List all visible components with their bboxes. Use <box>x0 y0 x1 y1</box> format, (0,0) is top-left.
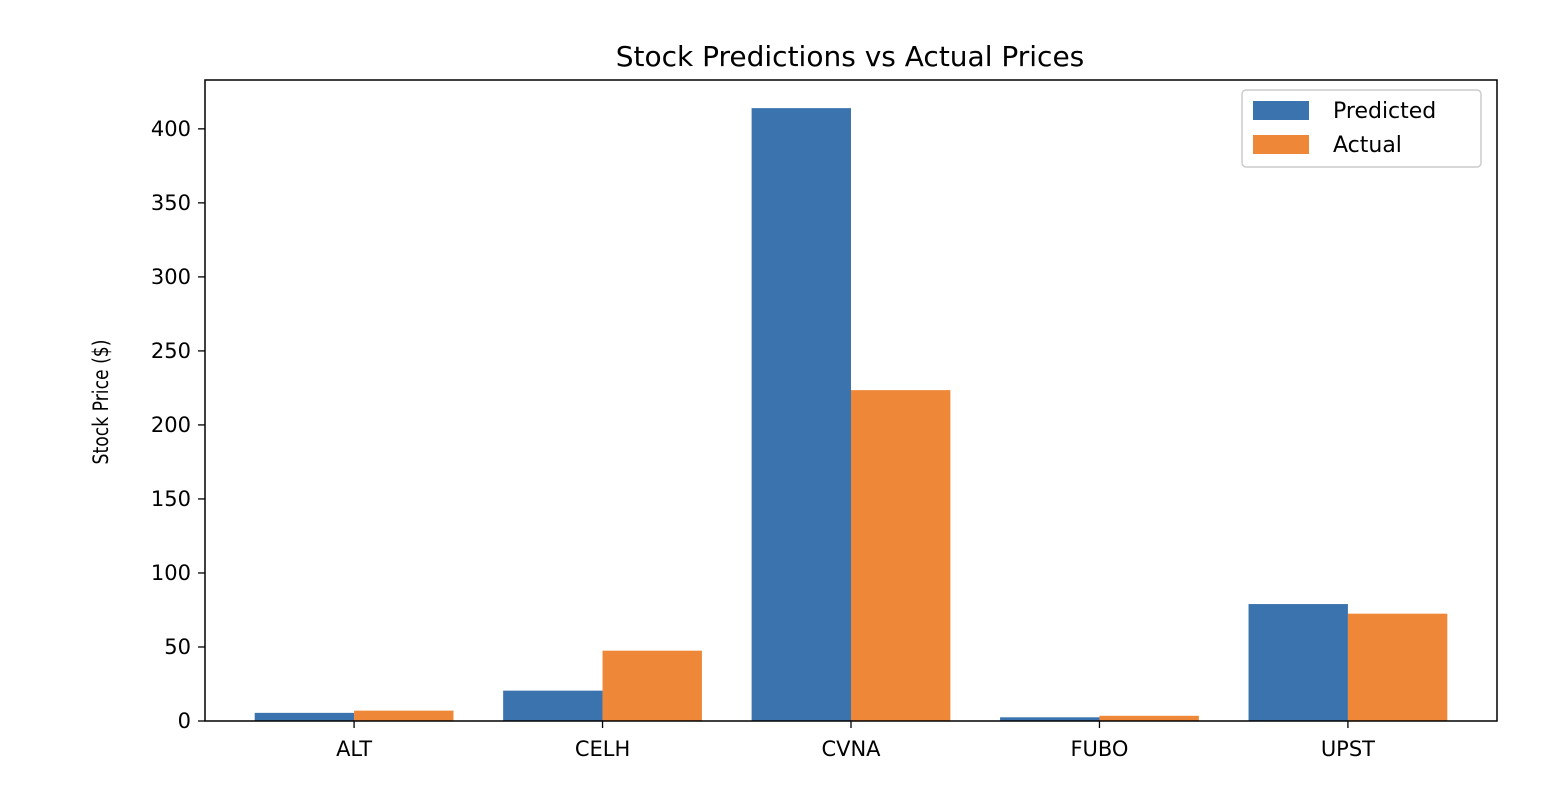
legend-swatch-predicted <box>1253 101 1309 120</box>
y-tick-label: 400 <box>151 117 191 141</box>
x-tick-label: UPST <box>1321 737 1375 761</box>
bar-actual-fubo <box>1099 715 1199 721</box>
bar-predicted-fubo <box>1000 717 1100 721</box>
bar-actual-celh <box>602 650 702 721</box>
x-tick-label: ALT <box>336 737 372 761</box>
y-tick-label: 100 <box>151 561 191 585</box>
bar-actual-upst <box>1347 613 1448 721</box>
y-tick-label: 300 <box>151 265 191 289</box>
bar-predicted-celh <box>503 690 603 721</box>
y-tick-label: 200 <box>151 413 191 437</box>
x-tick-label: CVNA <box>821 737 881 761</box>
y-tick-label: 250 <box>151 339 191 363</box>
chart-title: Stock Predictions vs Actual Prices <box>616 40 1085 73</box>
ticks-layer: ALT CELH CVNA FUBO UPST 0 50 100 150 200 250 300 350… <box>151 117 1375 761</box>
y-axis-label: Stock Price ($) <box>88 340 113 465</box>
bar-predicted-alt <box>254 712 355 721</box>
x-tick-label: CELH <box>575 737 630 761</box>
legend-swatch-actual <box>1253 135 1309 154</box>
bars-layer <box>254 108 1448 722</box>
y-tick-label: 350 <box>151 191 191 215</box>
y-tick-label: 50 <box>164 635 191 659</box>
bar-predicted-cvna <box>751 108 851 722</box>
legend: Predicted Actual <box>1241 89 1482 168</box>
legend-label-predicted: Predicted <box>1333 99 1436 124</box>
bar-actual-alt <box>354 710 454 721</box>
legend-label-actual: Actual <box>1333 133 1402 158</box>
y-tick-label: 150 <box>151 487 191 511</box>
bar-actual-cvna <box>851 390 951 721</box>
bar-predicted-upst <box>1248 604 1348 721</box>
y-tick-label: 0 <box>178 709 191 733</box>
x-tick-label: FUBO <box>1070 737 1128 761</box>
plot-frame <box>204 79 1498 722</box>
